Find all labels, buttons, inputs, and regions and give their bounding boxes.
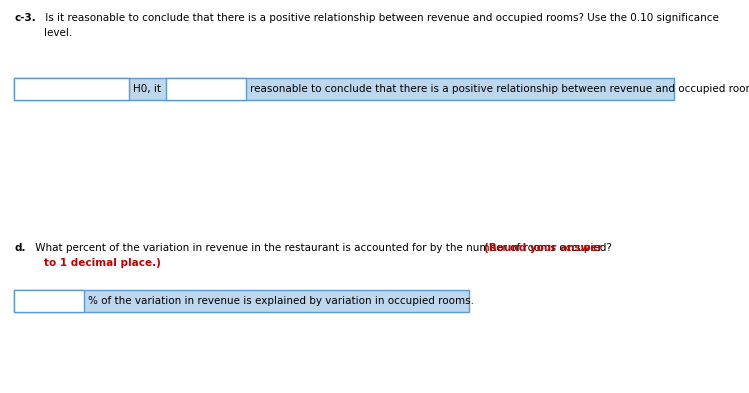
Text: What percent of the variation in revenue in the restaurant is accounted for by t: What percent of the variation in revenue…: [32, 243, 615, 253]
Text: % of the variation in revenue is explained by variation in occupied rooms.: % of the variation in revenue is explain…: [88, 296, 474, 306]
Text: c-3.: c-3.: [14, 13, 36, 23]
Text: d.: d.: [14, 243, 25, 253]
Bar: [166, 78, 246, 100]
Text: Is it reasonable to conclude that there is a positive relationship between reven: Is it reasonable to conclude that there …: [42, 13, 719, 23]
Bar: [14, 78, 674, 100]
Bar: [14, 290, 469, 312]
Bar: [14, 290, 84, 312]
Text: (Round your answer: (Round your answer: [484, 243, 602, 253]
Text: H0, it: H0, it: [133, 84, 161, 94]
Text: level.: level.: [44, 28, 72, 37]
Text: reasonable to conclude that there is a positive relationship between revenue and: reasonable to conclude that there is a p…: [250, 84, 749, 94]
Text: to 1 decimal place.): to 1 decimal place.): [44, 257, 161, 268]
Bar: [14, 78, 129, 100]
